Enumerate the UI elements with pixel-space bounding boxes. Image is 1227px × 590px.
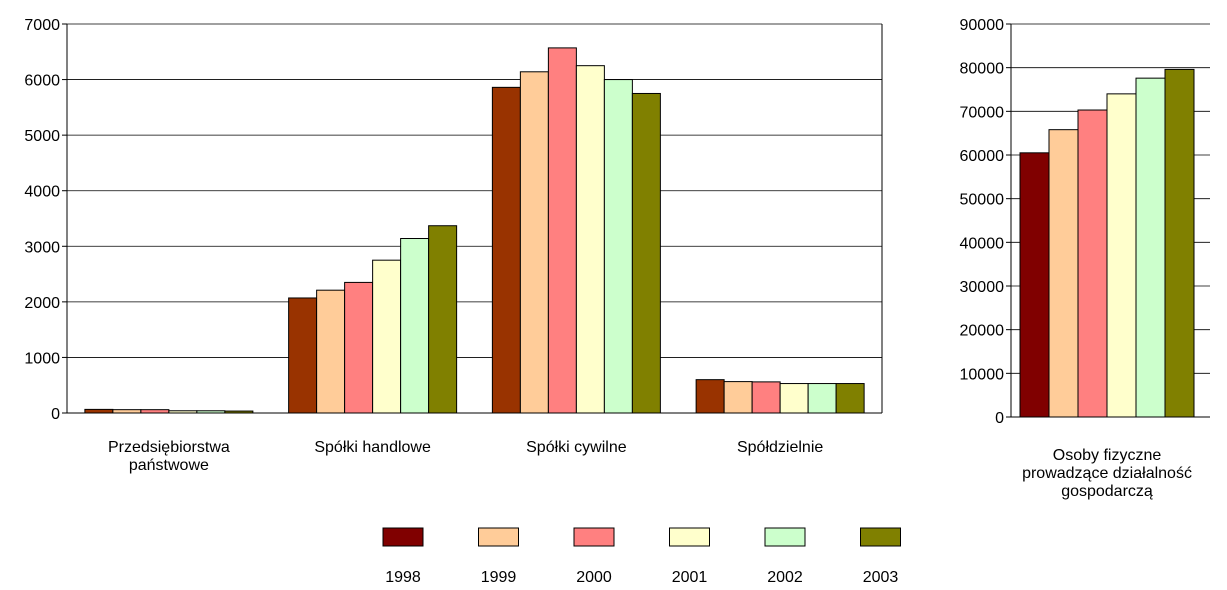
left-y-tick-label: 0 <box>51 406 60 423</box>
right-category-label: gospodarczą <box>1061 483 1153 500</box>
right-y-tick-label: 0 <box>995 410 1004 427</box>
left-bar-1999 <box>723 381 753 414</box>
left-bar-2000 <box>140 409 170 414</box>
right-bar-1998 <box>1019 152 1050 418</box>
left-y-tick-label: 1000 <box>24 350 60 367</box>
right-y-tick-label: 50000 <box>960 192 1005 209</box>
left-category-label: Spółki handlowe <box>314 439 431 456</box>
left-bar-1999 <box>519 71 549 414</box>
left-bar-2003 <box>224 410 254 414</box>
legend-label-2003: 2003 <box>863 569 899 585</box>
left-y-tick-label: 4000 <box>24 184 60 201</box>
right-category-label: prowadzące działalność <box>1022 465 1192 482</box>
left-bar-2001 <box>779 383 809 414</box>
legend-swatch-2000 <box>573 527 615 547</box>
right-y-tick-label: 30000 <box>960 279 1005 296</box>
left-bar-2000 <box>547 47 577 414</box>
right-category-label: Osoby fizyczne <box>1053 447 1162 464</box>
left-bar-2000 <box>751 381 781 414</box>
right-y-tick-label: 40000 <box>960 235 1005 252</box>
legend-swatch-2003 <box>860 527 901 547</box>
left-bar-2002 <box>603 79 633 414</box>
right-y-tick-label: 80000 <box>960 61 1005 78</box>
left-bar-1999 <box>112 409 142 414</box>
left-bar-2001 <box>168 410 198 414</box>
right-bar-2003 <box>1164 68 1195 418</box>
left-bar-2003 <box>631 92 661 414</box>
right-bar-chart: 0 10000 20000 30000 40000 50000 60000 70000 8000… <box>960 17 1210 500</box>
legend-label-2000: 2000 <box>576 569 612 585</box>
left-bar-2003 <box>428 225 458 414</box>
left-category-label: Spółdzielnie <box>737 439 823 456</box>
right-y-tick-label: 90000 <box>960 17 1005 34</box>
left-bar-1998 <box>84 408 114 414</box>
right-bar-2000 <box>1077 109 1108 418</box>
left-category-label: Przedsiębiorstwa <box>108 439 230 456</box>
right-bar-2002 <box>1135 77 1166 418</box>
left-bar-2002 <box>196 410 226 414</box>
left-y-tick-label: 5000 <box>24 128 60 145</box>
right-y-tick-label: 20000 <box>960 323 1005 340</box>
left-bar-2001 <box>575 65 605 414</box>
left-bar-2000 <box>344 281 374 414</box>
legend-label-1998: 1998 <box>385 569 421 585</box>
left-y-tick-label: 2000 <box>24 295 60 312</box>
left-y-tick-label: 6000 <box>24 73 60 90</box>
right-bar-1999 <box>1048 129 1079 418</box>
left-bar-1998 <box>491 86 521 414</box>
legend-swatch-1999 <box>478 527 519 547</box>
left-bar-2002 <box>807 383 837 414</box>
left-bar-chart: 0 1000 2000 3000 4000 5000 6000 7000 Przedsiębio… <box>24 17 883 474</box>
left-y-tick-label: 7000 <box>24 17 60 34</box>
left-category-label: Spółki cywilne <box>526 439 627 456</box>
legend-label-2002: 2002 <box>767 569 803 585</box>
right-y-tick-label: 60000 <box>960 148 1005 165</box>
right-y-tick-label: 70000 <box>960 104 1005 121</box>
left-bar-1998 <box>695 379 725 414</box>
left-bar-2003 <box>835 383 865 414</box>
left-bar-1999 <box>316 289 346 414</box>
left-y-tick-label: 3000 <box>24 239 60 256</box>
right-y-tick-label: 10000 <box>960 366 1005 383</box>
left-bar-2001 <box>372 259 402 414</box>
left-category-label: państwowe <box>129 457 209 474</box>
right-bar-2001 <box>1106 93 1137 418</box>
legend-label-2001: 2001 <box>672 569 708 585</box>
left-bar-1998 <box>288 297 318 414</box>
left-bar-2002 <box>400 238 430 414</box>
legend: 1998 1999 2000 2001 2002 2003 <box>382 527 901 586</box>
legend-swatch-2002 <box>764 527 806 547</box>
legend-swatch-1998 <box>382 527 424 547</box>
legend-swatch-2001 <box>669 527 710 547</box>
legend-label-1999: 1999 <box>481 569 517 585</box>
